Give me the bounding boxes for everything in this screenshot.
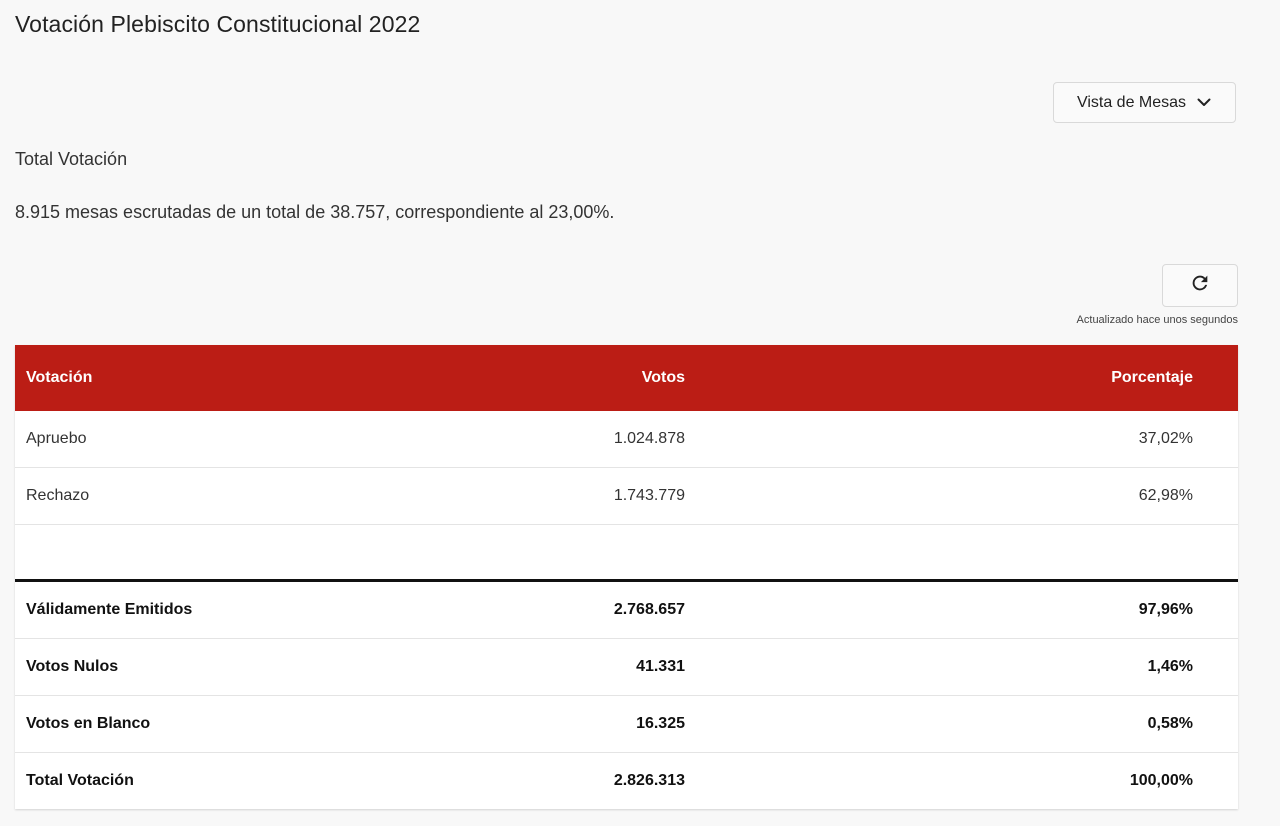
total-votes: 41.331: [485, 638, 1033, 696]
page-title: Votación Plebiscito Constitucional 2022: [15, 11, 421, 37]
totals-row: Votos en Blanco 16.325 0,58%: [15, 695, 1238, 753]
total-name: Válidamente Emitidos: [15, 580, 485, 639]
last-updated-text: Actualizado hace unos segundos: [1076, 314, 1238, 326]
column-header-porcentaje[interactable]: Porcentaje: [1033, 345, 1238, 411]
option-name: Rechazo: [15, 467, 485, 525]
column-header-votos[interactable]: Votos: [485, 345, 1033, 411]
total-votes: 16.325: [485, 695, 1033, 753]
column-header-votacion[interactable]: Votación: [15, 345, 485, 411]
total-percentage: 97,96%: [1033, 580, 1238, 639]
table-header-row: Votación Votos Porcentaje: [15, 345, 1238, 411]
table-row: Rechazo 1.743.779 62,98%: [15, 467, 1238, 525]
option-percentage: 62,98%: [1033, 467, 1238, 525]
total-name: Total Votación: [26, 772, 134, 789]
section-title: Total Votación: [15, 149, 128, 169]
table-spacer-row: [15, 524, 1238, 582]
totals-row: Total Votación 2.826.313 100,00%: [15, 753, 1238, 810]
option-name: Apruebo: [15, 411, 485, 468]
table-row: Apruebo 1.024.878 37,02%: [15, 411, 1238, 468]
total-name: Votos Nulos: [15, 638, 485, 696]
totals-row: Votos Nulos 41.331 1,46%: [15, 638, 1238, 696]
total-votes: 2.768.657: [485, 580, 1033, 639]
totals-row: Válidamente Emitidos 2.768.657 97,96%: [15, 580, 1238, 639]
total-votes: 2.826.313: [613, 772, 685, 789]
view-select-label: Vista de Mesas: [1076, 93, 1187, 111]
option-votes: 1.743.779: [485, 467, 1033, 525]
total-percentage: 1,46%: [1033, 638, 1238, 696]
total-percentage: 100,00%: [1129, 772, 1193, 789]
refresh-icon: [1189, 272, 1211, 299]
scrutiny-summary: 8.915 mesas escrutadas de un total de 38…: [15, 202, 615, 222]
total-percentage: 0,58%: [1033, 695, 1238, 753]
chevron-down-icon: [1196, 95, 1212, 111]
view-select-dropdown[interactable]: Vista de Mesas: [1053, 82, 1236, 123]
total-name: Votos en Blanco: [15, 695, 485, 753]
results-table: Votación Votos Porcentaje Apruebo 1.024.…: [15, 345, 1238, 809]
spacer-cell: [15, 524, 1238, 582]
refresh-button[interactable]: [1162, 264, 1238, 307]
option-percentage: 37,02%: [1033, 411, 1238, 468]
option-votes: 1.024.878: [485, 411, 1033, 468]
